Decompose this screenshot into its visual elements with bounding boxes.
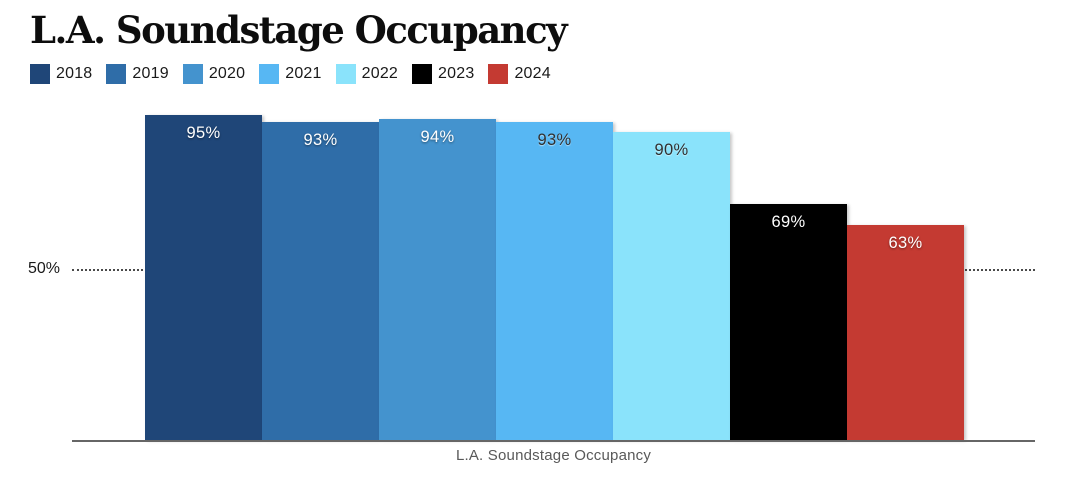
legend-item-2019: 2019 [106,64,169,84]
legend-swatch-2019 [106,64,127,84]
legend-swatch-2020 [182,64,203,84]
legend-swatch-2024 [488,64,509,84]
legend-label: 2019 [132,65,169,82]
legend-item-2018: 2018 [30,64,92,84]
legend-swatch-2021 [259,64,280,84]
legend-swatch-2018 [30,64,50,84]
x-axis-line [72,440,1035,442]
legend: 2018 2019 2020 2021 2022 2023 2024 [30,64,551,84]
legend-label: 2021 [285,65,322,82]
legend-swatch-2022 [335,64,356,84]
bar-value-label: 63% [888,234,923,252]
legend-item-2023: 2023 [412,64,474,84]
legend-swatch-2023 [412,64,433,84]
chart-title: L.A. Soundstage Occupancy [30,8,568,52]
bar-2024: 63% [847,225,964,440]
bar-value-label: 90% [654,141,689,159]
bar-value-label: 94% [420,128,455,146]
bar-2023: 69% [730,204,847,440]
legend-item-2024: 2024 [488,64,551,84]
legend-label: 2020 [208,65,246,82]
legend-item-2022: 2022 [335,64,399,84]
bar-2019: 93% [262,122,379,440]
legend-item-2021: 2021 [259,64,321,84]
bar-2022: 90% [613,132,730,440]
bar-2018: 95% [145,115,262,440]
bar-value-label: 93% [303,131,338,149]
legend-label: 2018 [56,65,93,82]
bar-value-label: 93% [537,131,572,149]
y-tick-label-50: 50% [28,260,61,277]
legend-label: 2022 [361,65,399,82]
bar-value-label: 95% [186,124,221,142]
legend-item-2020: 2020 [182,64,246,84]
x-axis-title: L.A. Soundstage Occupancy [455,447,652,464]
legend-label: 2024 [514,65,551,82]
bar-value-label: 69% [771,213,806,231]
legend-label: 2023 [438,65,475,82]
bar-2020: 94% [379,119,496,440]
bar-2021: 93% [496,122,613,440]
